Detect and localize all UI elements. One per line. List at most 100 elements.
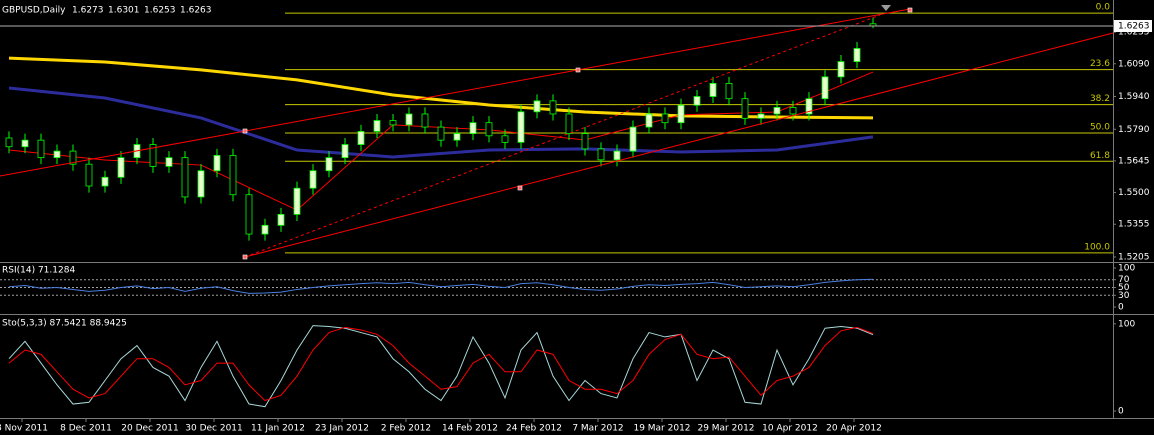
close-value: 1.6263 — [180, 6, 212, 16]
candle-body — [293, 187, 301, 215]
candle-body — [821, 76, 829, 100]
symbol-label: GBPUSD,Daily — [2, 6, 66, 16]
candle-body — [213, 155, 221, 172]
candle-body — [21, 139, 29, 148]
y-tick-label: 1.5500 — [1118, 188, 1150, 198]
header: GBPUSD,Daily 1.6273 1.6301 1.6253 1.6263 — [2, 6, 212, 16]
fib-label: 38.2 — [1090, 94, 1110, 104]
moving-average — [8, 56, 874, 120]
low-value: 1.6253 — [144, 6, 176, 16]
candle-body — [517, 111, 525, 143]
y-tick-label: 30 — [1118, 291, 1130, 301]
candle-body — [437, 126, 445, 141]
rsi-title: RSI(14) 71.1284 — [2, 266, 75, 276]
y-tick-label: 1.6090 — [1118, 59, 1150, 69]
x-tick-label: 20 Apr 2012 — [826, 424, 882, 434]
candle-body — [549, 100, 557, 115]
open-value: 1.6273 — [72, 6, 104, 16]
anchor-marker — [242, 254, 248, 260]
x-tick-label: 30 Dec 2011 — [185, 424, 243, 434]
candle-body — [165, 157, 173, 167]
y-tick-label: 1.5205 — [1118, 252, 1150, 262]
candle-body — [197, 170, 205, 198]
trendline — [244, 32, 1114, 258]
candle-body — [773, 107, 781, 115]
x-tick-label: 19 Mar 2012 — [633, 424, 690, 434]
fib-label: 0.0 — [1096, 3, 1111, 13]
x-tick-label: 10 Apr 2012 — [762, 424, 818, 434]
x-tick-label: 23 Jan 2012 — [315, 424, 369, 434]
candle-body — [469, 122, 477, 135]
indicator-line — [8, 326, 874, 402]
candle-body — [805, 98, 813, 115]
candle-body — [565, 113, 573, 135]
current-price-label: 1.6263 — [1118, 21, 1150, 31]
candle-body — [789, 107, 797, 115]
anchor-marker — [242, 128, 248, 134]
candle-body — [757, 113, 765, 119]
candle-body — [181, 157, 189, 198]
trendlines — [0, 8, 1114, 258]
anchor-markers — [242, 7, 913, 260]
x-tick-label: 11 Jan 2012 — [251, 424, 305, 434]
candle-body — [85, 163, 93, 187]
candle-body — [725, 83, 733, 100]
trendline — [0, 8, 911, 177]
candle-body — [37, 139, 45, 159]
candle-body — [117, 157, 125, 178]
candle-body — [709, 83, 717, 97]
candle-body — [325, 157, 333, 172]
candle-body — [597, 148, 605, 161]
candle-body — [309, 170, 317, 189]
candle-body — [421, 113, 429, 128]
candle-body — [853, 48, 861, 62]
fib-label: 23.6 — [1090, 59, 1110, 69]
y-tick-label: 1.5645 — [1118, 156, 1150, 166]
candle-body — [533, 100, 541, 113]
y-tick-label: 1.5355 — [1118, 220, 1150, 230]
x-tick-label: 29 Mar 2012 — [697, 424, 754, 434]
candle-body — [453, 133, 461, 141]
x-tick-label: 7 Mar 2012 — [572, 424, 623, 434]
candle-body — [101, 176, 109, 187]
candle-body — [373, 120, 381, 132]
candle-body — [629, 126, 637, 152]
x-tick-label: 24 Feb 2012 — [506, 424, 562, 434]
candle-body — [677, 104, 685, 124]
candle-body — [149, 144, 157, 167]
x-tick-label: 8 Nov 2011 — [0, 424, 48, 434]
main-panel: 0.0 23.6 38.2 50.0 61.8 100.0 — [5, 3, 1113, 254]
anchor-marker — [575, 67, 581, 73]
candle-body — [645, 113, 653, 128]
candle-body — [5, 137, 13, 148]
candle-body — [341, 144, 349, 159]
x-tick-label: 14 Feb 2012 — [442, 424, 498, 434]
candle-body — [661, 113, 669, 124]
shift-marker — [881, 5, 891, 11]
candle-body — [69, 150, 77, 165]
y-tick-label: 1.6235 — [1118, 28, 1150, 38]
y-tick-label: 1.5940 — [1118, 92, 1150, 102]
candle-body — [357, 131, 365, 145]
candle-body — [581, 133, 589, 150]
moving-average — [8, 86, 874, 159]
high-value: 1.6301 — [108, 6, 140, 16]
y-tick-label: 70 — [1118, 275, 1130, 285]
x-tick-label: 8 Dec 2011 — [60, 424, 112, 434]
fib-label: 100.0 — [1084, 242, 1110, 252]
y-tick-label: 100 — [1118, 263, 1135, 273]
y-tick-label: 0 — [1118, 302, 1124, 312]
candle-body — [693, 96, 701, 106]
candle-body — [389, 120, 397, 126]
y-tick-label: 100 — [1118, 319, 1135, 329]
x-tick-label: 2 Feb 2012 — [381, 424, 431, 434]
fib-label: 61.8 — [1090, 151, 1110, 161]
candle-body — [613, 150, 621, 161]
sto-title: Sto(5,3,3) 87.5421 88.9425 — [2, 319, 127, 329]
candle-body — [245, 194, 253, 235]
y-tick-label: 50 — [1118, 283, 1130, 293]
candle-body — [261, 224, 269, 235]
